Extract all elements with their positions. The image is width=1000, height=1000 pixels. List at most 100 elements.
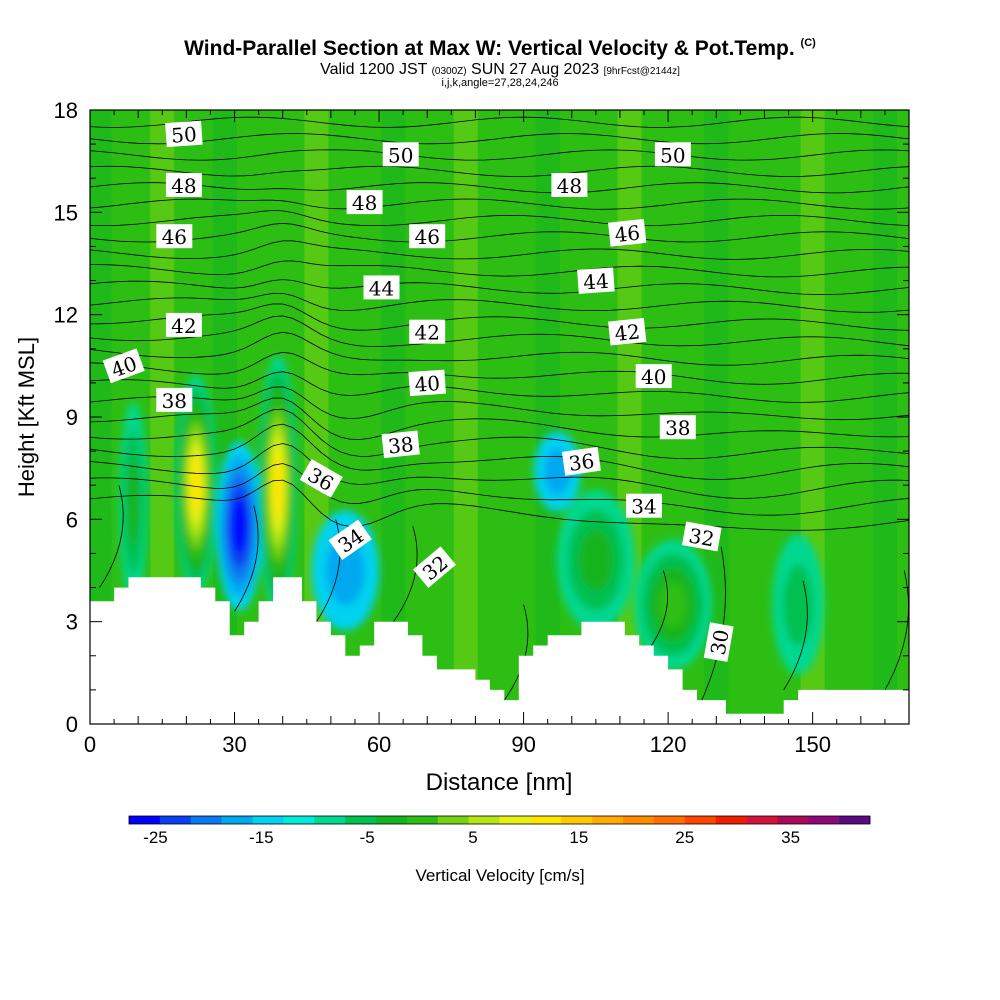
colorbar-tick-label: -25	[143, 828, 168, 847]
x-tick-label: 90	[511, 732, 535, 757]
contour-label: 44	[577, 267, 615, 294]
contour-label-text: 42	[414, 321, 439, 345]
theta-contour	[90, 331, 909, 366]
contour-label-text: 46	[613, 221, 641, 248]
theta-contour	[90, 386, 909, 421]
contour-label: 38	[381, 430, 420, 459]
velocity-field	[119, 355, 825, 675]
colorbar-tick-label: 35	[781, 828, 800, 847]
field-streak	[535, 110, 560, 724]
chart-indices: i,j,k,angle=27,28,24,246	[441, 77, 559, 89]
subtitle-utc: (0300Z)	[431, 66, 467, 77]
field-streak	[453, 110, 478, 724]
theta-contour	[90, 443, 909, 499]
colorbar: -25 -15 -5 5 15 25 35	[128, 815, 871, 847]
theta-contour	[90, 149, 909, 161]
velocity-core	[658, 581, 688, 629]
theta-contour	[90, 133, 909, 145]
colorbar-swatch	[684, 816, 716, 824]
contour-label-text: 48	[352, 191, 377, 215]
contour-label-box	[346, 190, 383, 215]
contour-label-box	[608, 317, 647, 346]
contour-label-text: 44	[582, 269, 609, 295]
theta-contour	[90, 260, 909, 278]
theta-contour	[90, 303, 909, 331]
theta-contour	[90, 210, 909, 227]
colorbar-label: Vertical Velocity [cm/s]	[415, 866, 584, 885]
colorbar-swatch	[746, 816, 778, 824]
theta-contour	[90, 397, 909, 440]
contour-label-box	[156, 387, 193, 412]
contour-label-box	[551, 173, 588, 197]
colorbar-swatch	[221, 816, 253, 824]
x-tick-label: 150	[794, 732, 831, 757]
colorbar-tick-label: 25	[675, 828, 694, 847]
theta-contour	[90, 408, 909, 460]
contour-label: 46	[156, 224, 193, 249]
contour-label-text: 38	[387, 432, 415, 459]
subtitle-valid: Valid 1200 JST	[320, 61, 428, 78]
contour-label-text: 44	[369, 276, 394, 300]
contour-label-box	[608, 218, 647, 247]
theta-contour	[90, 463, 909, 516]
contour-label-box	[659, 415, 696, 440]
theta-contour	[393, 526, 418, 622]
colorbar-swatch	[345, 816, 377, 824]
colorbar-swatch	[252, 816, 284, 824]
contour-label-box	[626, 493, 662, 518]
colorbar-swatch	[592, 816, 624, 824]
theta-contour	[90, 198, 909, 210]
theta-contour	[783, 580, 808, 691]
theta-contour	[884, 570, 909, 691]
y-tick-label: 0	[66, 712, 78, 737]
colorbar-swatch	[159, 816, 192, 824]
colorbar-swatch	[839, 816, 871, 824]
theta-contour	[90, 182, 909, 194]
contour-label: 34	[626, 493, 662, 519]
contour-label: 50	[382, 142, 419, 167]
contour-label-box	[681, 521, 722, 552]
velocity-core	[231, 498, 247, 554]
contour-label-text: 42	[171, 314, 196, 338]
contour-label: 48	[551, 173, 588, 198]
theta-contour	[90, 116, 909, 128]
x-tick-label: 0	[84, 732, 96, 757]
velocity-core	[127, 458, 140, 546]
y-tick-label: 18	[54, 98, 78, 123]
theta-contour	[90, 315, 909, 348]
y-axis-label: Height [Kft MSL]	[14, 337, 39, 497]
contour-label-box	[561, 446, 601, 476]
x-tick-label: 60	[367, 732, 391, 757]
contour-label-box	[165, 173, 202, 197]
colorbar-swatch	[808, 816, 840, 824]
contour-label: 42	[165, 312, 202, 338]
x-axis: 0 30 60 90 120 150	[84, 110, 910, 757]
y-tick-label: 15	[54, 200, 78, 225]
velocity-core	[190, 457, 202, 514]
contour-label: 46	[608, 218, 647, 248]
contour-label: 38	[659, 415, 696, 440]
colorbar-border	[128, 815, 871, 825]
contour-label-text: 30	[706, 628, 734, 657]
colorbar-swatch	[777, 816, 809, 824]
colorbar-swatch	[623, 816, 655, 824]
theta-contour	[90, 165, 909, 177]
contour-label-text: 42	[613, 319, 641, 346]
chart-title: Wind-Parallel Section at Max W: Vertical…	[0, 37, 1000, 61]
contour-label-box	[165, 312, 202, 337]
contour-label: 32	[681, 521, 722, 552]
contour-label-box	[408, 369, 446, 397]
contour-label-box	[363, 275, 400, 300]
colorbar-swatch	[437, 816, 469, 824]
chart-subtitle: Valid 1200 JST (0300Z) SUN 27 Aug 2023 […	[0, 61, 1000, 79]
theta-contour	[90, 240, 909, 260]
contour-label: 46	[409, 224, 446, 249]
contour-label-text: 50	[660, 143, 685, 167]
colorbar-swatch	[314, 816, 346, 824]
contour-label-box	[382, 142, 419, 167]
x-axis-label: Distance [nm]	[426, 769, 573, 796]
contour-label: 48	[346, 190, 383, 215]
